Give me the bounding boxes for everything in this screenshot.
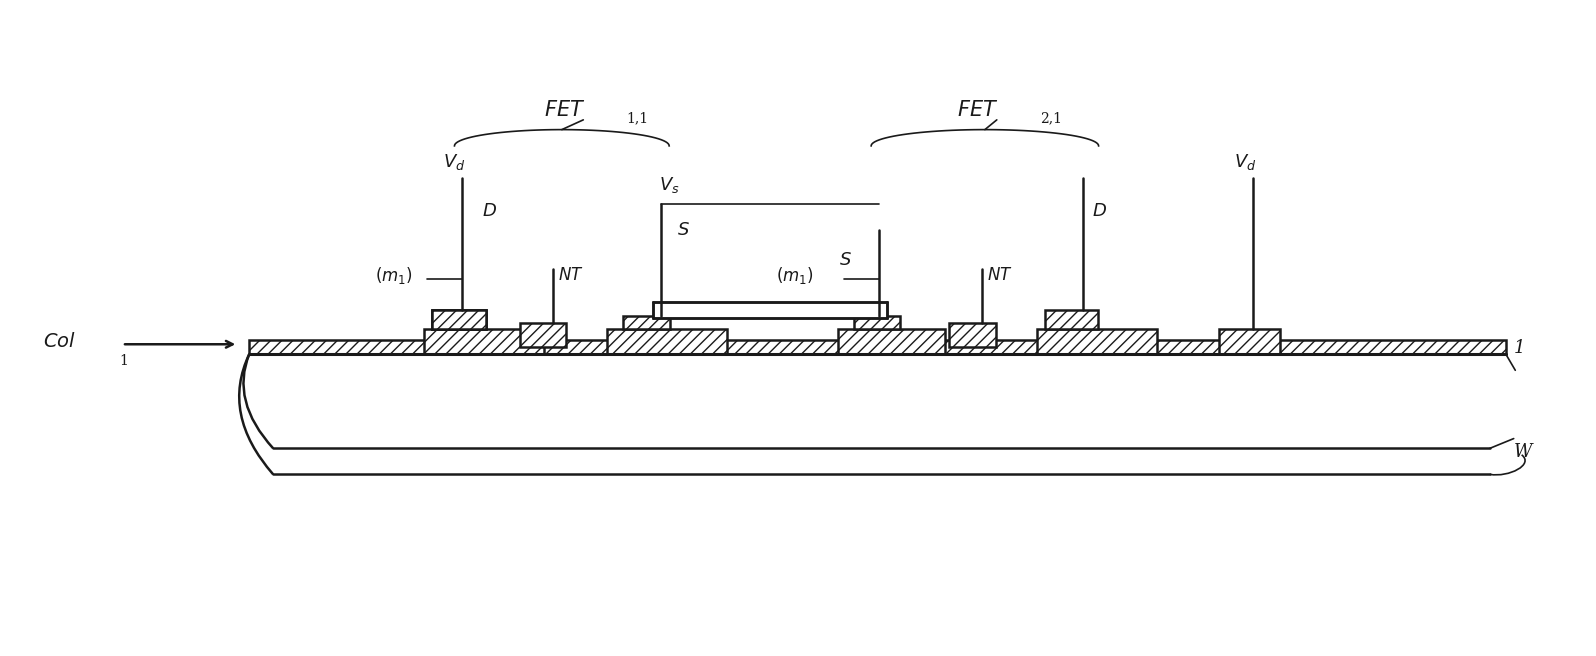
Bar: [1219, 329, 1280, 354]
Bar: [425, 329, 544, 354]
Text: $S$: $S$: [839, 251, 852, 269]
Bar: [249, 340, 1505, 354]
Text: $S$: $S$: [677, 222, 689, 239]
Bar: [433, 310, 485, 329]
Text: $D$: $D$: [1092, 202, 1108, 220]
Text: 1: 1: [1513, 338, 1526, 356]
Bar: [433, 310, 485, 329]
Bar: [950, 323, 996, 346]
Bar: [1044, 310, 1098, 329]
Text: $V_d$: $V_d$: [444, 152, 466, 172]
Text: $V_s$: $V_s$: [659, 174, 680, 195]
Bar: [838, 329, 945, 354]
Bar: [606, 329, 728, 354]
Text: $NT$: $NT$: [559, 268, 584, 285]
Text: $NT$: $NT$: [988, 268, 1013, 285]
Bar: [1036, 329, 1157, 354]
Bar: [520, 323, 567, 346]
Text: $FET$: $FET$: [958, 100, 999, 120]
Bar: [622, 316, 670, 329]
Bar: [653, 302, 887, 318]
Text: $(m_1)$: $(m_1)$: [776, 266, 814, 287]
Text: 2,1: 2,1: [1039, 111, 1061, 125]
Bar: [854, 316, 900, 329]
Text: $(m_1)$: $(m_1)$: [375, 266, 413, 287]
Text: $Col$: $Col$: [43, 331, 75, 350]
Text: W: W: [1513, 443, 1532, 461]
Text: 1,1: 1,1: [626, 111, 648, 125]
Text: $D$: $D$: [482, 202, 496, 220]
Text: $FET$: $FET$: [544, 100, 584, 120]
Bar: [433, 310, 485, 329]
Text: $V_d$: $V_d$: [1234, 152, 1256, 172]
Text: 1: 1: [118, 354, 128, 367]
